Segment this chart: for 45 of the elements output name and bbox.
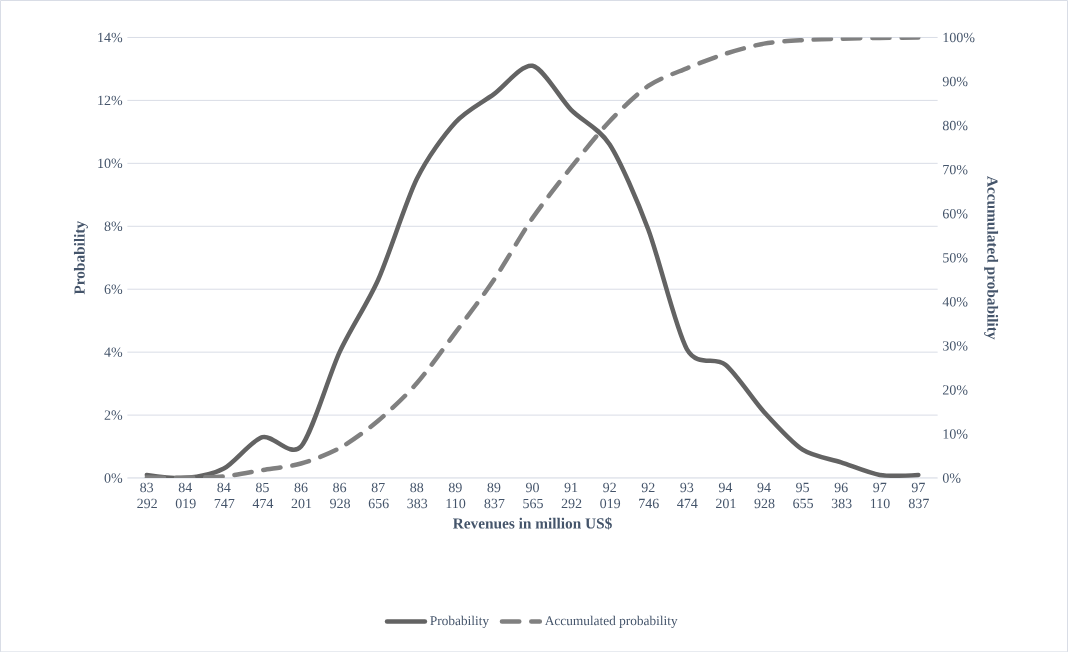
y-tick-label: 10% bbox=[98, 158, 123, 168]
x-tick-label: 96 383 bbox=[831, 482, 852, 508]
x-tick-label: 95 655 bbox=[793, 482, 814, 508]
x-tick-label: 94 928 bbox=[754, 482, 775, 508]
x-tick-label: 87 656 bbox=[368, 482, 389, 509]
x-axis-title: Revenues in million US$ bbox=[452, 517, 612, 530]
y2-axis-title: Accumulated probability bbox=[984, 175, 999, 340]
y2-tick-label: 10% bbox=[943, 429, 968, 439]
x-tick-label: 94 201 bbox=[716, 482, 736, 508]
y-tick-label: 6% bbox=[104, 284, 123, 294]
x-tick-label: 88 383 bbox=[407, 482, 428, 509]
y-tick-label: 8% bbox=[104, 221, 123, 231]
x-tick-label: 91 292 bbox=[561, 482, 582, 508]
y-tick-label: 12% bbox=[98, 95, 123, 105]
y2-tick-label: 0% bbox=[942, 473, 961, 483]
x-tick-label: 97 837 bbox=[908, 482, 929, 508]
x-tick-label: 84 747 bbox=[214, 482, 235, 508]
x-tick-label: 83 292 bbox=[137, 482, 157, 509]
y-axis-title: Probability bbox=[73, 220, 88, 295]
y2-tick-label: 50% bbox=[943, 252, 968, 263]
x-tick-label: 85 474 bbox=[252, 482, 274, 508]
y2-tick-label: 70% bbox=[943, 164, 968, 175]
y-tick-label: 0% bbox=[104, 473, 123, 483]
x-tick-label: 92 019 bbox=[600, 482, 621, 508]
y-tick-label: 4% bbox=[104, 347, 123, 357]
x-tick-label: 89 837 bbox=[484, 482, 505, 509]
y2-tick-label: 100% bbox=[943, 32, 975, 43]
x-tick-label: 86 201 bbox=[291, 482, 312, 509]
y2-tick-label: 60% bbox=[942, 208, 968, 219]
x-tick-label: 84 019 bbox=[175, 482, 196, 509]
y-tick-label: 14% bbox=[98, 32, 123, 43]
y2-tick-label: 40% bbox=[942, 296, 968, 307]
x-tick-label: 97 110 bbox=[871, 482, 890, 508]
y2-tick-label: 80% bbox=[942, 120, 968, 131]
x-tick-label: 93 474 bbox=[677, 482, 698, 508]
y-tick-label: 2% bbox=[104, 410, 123, 420]
legend-label: Probability bbox=[430, 615, 490, 628]
x-tick-label: 86 928 bbox=[330, 482, 351, 509]
x-tick-label: 89 110 bbox=[446, 482, 466, 509]
y2-tick-label: 90% bbox=[942, 76, 968, 87]
legend-label: Accumulated probability bbox=[544, 615, 678, 628]
x-tick-label: 90 565 bbox=[523, 482, 543, 509]
x-tick-label: 92 746 bbox=[639, 482, 659, 508]
y2-tick-label: 30% bbox=[943, 340, 968, 351]
y2-tick-label: 20% bbox=[942, 385, 968, 395]
